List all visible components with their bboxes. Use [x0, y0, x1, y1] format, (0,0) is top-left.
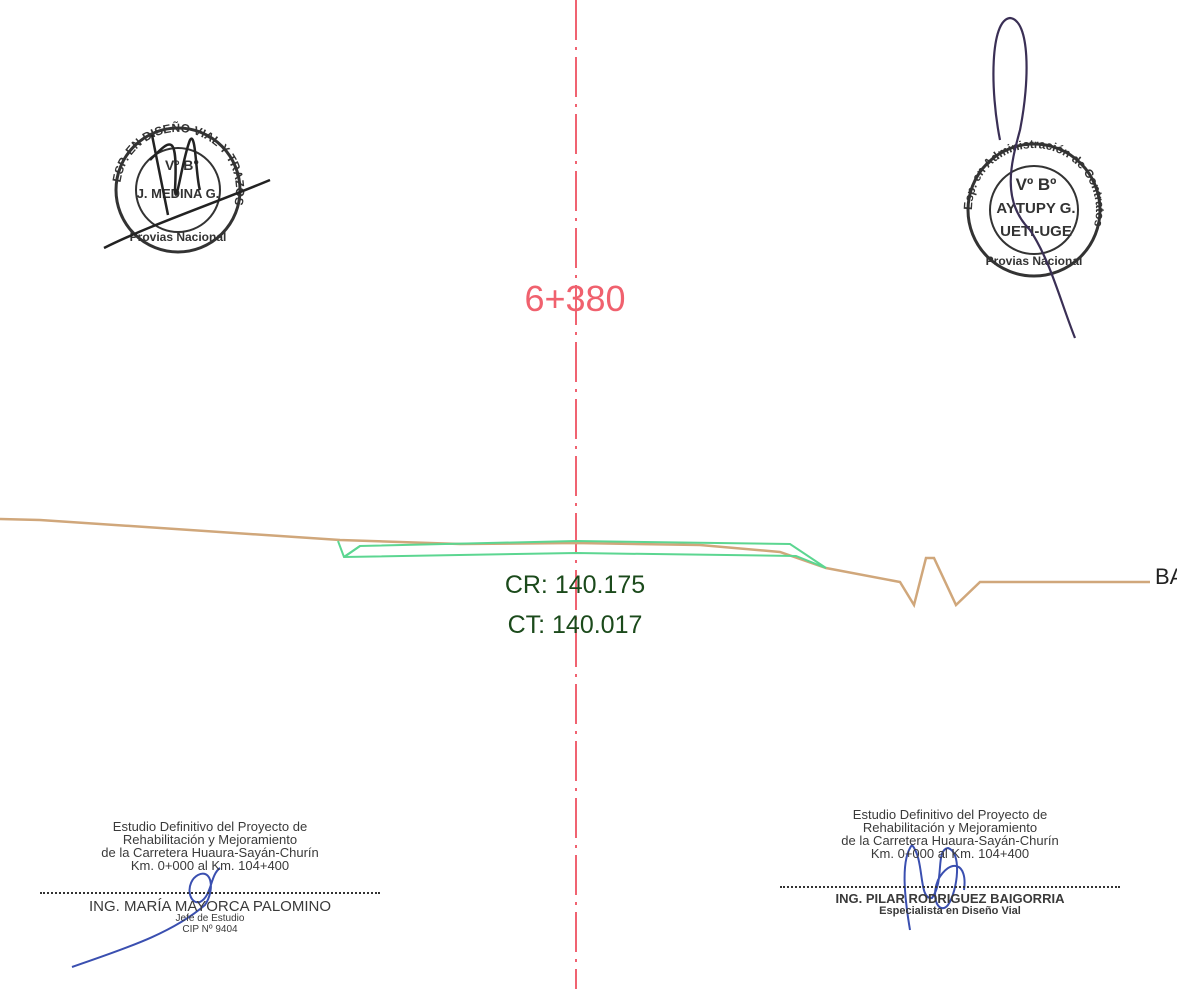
title-block-left-line4: Km. 0+000 al Km. 104+400 — [130, 858, 290, 873]
title-block-right-line2: Rehabilitación y Mejoramiento — [862, 820, 1038, 835]
stamp-right-center-top: Vº Bº — [1016, 175, 1057, 194]
title-block-right: Estudio Definitivo del Proyecto de Rehab… — [780, 808, 1120, 917]
title-block-right-line4: Km. 0+000 al Km. 104+400 — [870, 846, 1030, 861]
cr-elevation: CR: 140.175 — [505, 571, 645, 599]
title-block-left-divider — [40, 892, 380, 894]
stamp-left-bottom-text: Provias Nacional — [130, 230, 227, 244]
title-block-left-line1: Estudio Definitivo del Proyecto de — [112, 819, 308, 834]
approval-stamp-right: Esp. en Administración de Contratos Prov… — [961, 16, 1107, 339]
roadway-section — [337, 539, 827, 569]
title-block-left-line3: de la Carretera Huaura-Sayán-Churín — [101, 845, 319, 860]
title-block-right-role: Especialista en Diseño Vial — [879, 905, 1021, 917]
signature-blue-right — [903, 843, 966, 931]
signature-blue-left — [71, 867, 221, 968]
title-block-left-name: ING. MARÍA MAYORCA PALOMINO — [89, 898, 331, 915]
title-block-left-cip: CIP Nº 9404 — [182, 924, 238, 935]
title-block-right-name: ING. PILAR RODRIGUEZ BAIGORRIA — [835, 891, 1065, 906]
title-block-left: Estudio Definitivo del Proyecto de Rehab… — [40, 820, 380, 935]
title-block-left-line2: Rehabilitación y Mejoramiento — [122, 832, 298, 847]
title-block-left-role: Jefe de Estudio — [175, 913, 245, 924]
station-label: 6+380 — [524, 278, 625, 319]
title-block-right-divider — [780, 886, 1120, 888]
title-block-right-line1: Estudio Definitivo del Proyecto de — [852, 807, 1048, 822]
ct-elevation: CT: 140.017 — [508, 611, 643, 639]
stamp-right-center-unit: UETI-UGE — [1000, 223, 1072, 240]
title-block-right-line3: de la Carretera Huaura-Sayán-Churín — [841, 833, 1059, 848]
signature-left — [103, 134, 271, 250]
edge-label: BA — [1155, 564, 1177, 589]
stamp-right-bottom-text: Provias Nacional — [986, 254, 1083, 268]
stamp-right-center-name: AYTUPY G. — [996, 200, 1075, 217]
approval-stamp-left: ESP. EN DISEÑO VIAL Y TRAZOS Provias Nac… — [103, 120, 271, 254]
signature-right — [992, 16, 1077, 339]
